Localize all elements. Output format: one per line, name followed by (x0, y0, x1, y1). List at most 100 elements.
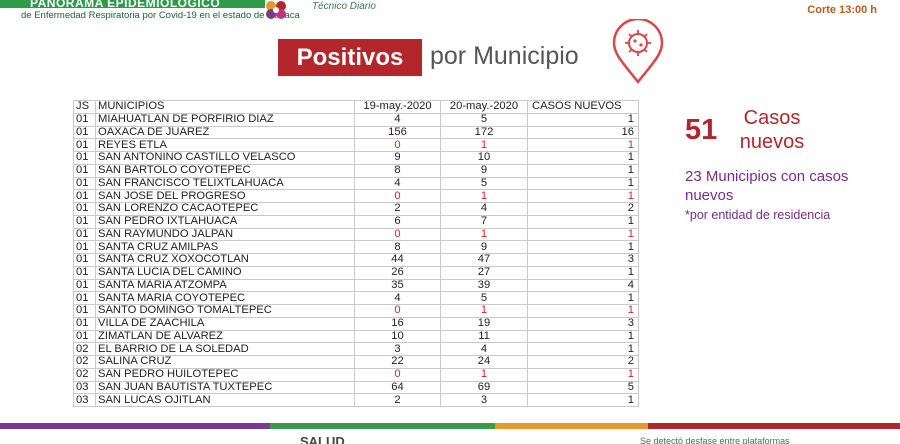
table-row: 01 SANTA CRUZ AMILPAS 8 9 1 (73, 240, 639, 254)
cell-date1: 3 (354, 342, 441, 356)
cell-date1: 22 (354, 355, 441, 369)
table-row: 01 SAN ANTONINO CASTILLO VELASCO 9 10 1 (73, 151, 639, 165)
cell-date2: 9 (440, 163, 528, 178)
cell-casos-nuevos: 1 (527, 367, 639, 382)
table-body: 01 MIAHUATLAN DE PORFIRIO DIAZ 4 5 1 01 OAXACA… (73, 112, 639, 407)
virus-location-pin-icon (612, 19, 664, 85)
cell-casos-nuevos: 1 (527, 329, 639, 344)
cell-js: 01 (73, 227, 96, 242)
cell-js: 01 (73, 112, 96, 127)
cell-municipio: SAN FRANCISCO TELIXTLAHUACA (95, 176, 355, 191)
cell-municipio: SANTA LUCIA DEL CAMINO (95, 265, 355, 280)
table-row: 01 SAN PEDRO IXTLAHUACA 6 7 1 (73, 214, 639, 229)
cell-casos-nuevos: 1 (527, 138, 639, 152)
cell-js: 01 (73, 240, 96, 254)
cell-casos-nuevos: 5 (527, 380, 639, 395)
cell-date1: 4 (354, 112, 441, 127)
cell-js: 01 (73, 265, 96, 280)
cell-date2: 19 (440, 316, 528, 331)
new-cases-count: 51 (685, 114, 718, 146)
table-row: 01 SAN JOSE DEL PROGRESO 0 1 1 (73, 189, 639, 203)
cell-municipio: SANTO DOMINGO TOMALTEPEC (95, 304, 355, 318)
cell-date2: 1 (440, 304, 528, 318)
col-header-js: JS (73, 100, 96, 114)
cell-js: 01 (73, 253, 96, 267)
cell-date2: 1 (440, 227, 528, 242)
cell-casos-nuevos: 1 (527, 151, 639, 165)
header-subtitle: de Enfermedad Respiratoria por Covid-19 … (21, 10, 300, 21)
cell-date1: 9 (354, 151, 441, 165)
cell-municipio: SANTA MARIA COYOTEPEC (95, 291, 355, 305)
cell-municipio: ZIMATLAN DE ALVAREZ (95, 329, 355, 344)
header-caption: Técnico Diario (312, 1, 376, 12)
col-header-casos-nuevos: CASOS NUEVOS (527, 100, 639, 114)
table-row: 02 SAN PEDRO HUILOTEPEC 0 1 1 (73, 367, 639, 382)
cell-casos-nuevos: 1 (527, 342, 639, 356)
header-banner (0, 0, 265, 8)
municipios-summary: 23 Municipios con casos nuevos (685, 168, 849, 204)
table-row: 01 SANTA MARIA COYOTEPEC 4 5 1 (73, 291, 639, 305)
cell-date1: 4 (354, 176, 441, 191)
table-row: 01 SANTA CRUZ XOXOCOTLAN 44 47 3 (73, 253, 639, 267)
cell-date1: 6 (354, 214, 441, 229)
cell-date2: 4 (440, 342, 528, 356)
cell-date2: 39 (440, 278, 528, 293)
cell-date2: 1 (440, 367, 528, 382)
footer-color-bar (0, 423, 900, 429)
cell-date1: 26 (354, 265, 441, 280)
corte-time: Corte 13:00 h (807, 4, 877, 16)
cell-date2: 5 (440, 176, 528, 191)
cell-js: 01 (73, 151, 96, 165)
cell-date1: 4 (354, 291, 441, 305)
cell-js: 01 (73, 176, 96, 191)
cell-date1: 2 (354, 202, 441, 216)
cell-js: 01 (73, 278, 96, 293)
cell-date2: 9 (440, 240, 528, 254)
cell-date1: 0 (354, 304, 441, 318)
cell-casos-nuevos: 2 (527, 355, 639, 369)
footer-salud-logo: SALUD (300, 434, 345, 444)
positivos-table: JS MUNICIPIOS 19-may.-2020 20-may.-2020 … (73, 100, 639, 407)
cell-casos-nuevos: 1 (527, 112, 639, 127)
cell-date2: 4 (440, 202, 528, 216)
cell-casos-nuevos: 1 (527, 189, 639, 203)
cell-js: 01 (73, 214, 96, 229)
cell-municipio: SAN PEDRO HUILOTEPEC (95, 367, 355, 382)
cell-municipio: SALINA CRUZ (95, 355, 355, 369)
cell-casos-nuevos: 3 (527, 316, 639, 331)
cell-municipio: OAXACA DE JUAREZ (95, 125, 355, 140)
table-row: 01 SAN FRANCISCO TELIXTLAHUACA 4 5 1 (73, 176, 639, 191)
table-row: 03 SAN LUCAS OJITLAN 2 3 1 (73, 393, 639, 407)
cell-date2: 27 (440, 265, 528, 280)
cell-date2: 5 (440, 291, 528, 305)
cell-municipio: SAN PEDRO IXTLAHUACA (95, 214, 355, 229)
cell-date1: 2 (354, 393, 441, 407)
cell-casos-nuevos: 3 (527, 253, 639, 267)
cell-date1: 10 (354, 329, 441, 344)
cell-casos-nuevos: 4 (527, 278, 639, 293)
cell-date1: 0 (354, 138, 441, 152)
cell-municipio: MIAHUATLAN DE PORFIRIO DIAZ (95, 112, 355, 127)
cell-js: 01 (73, 316, 96, 331)
cell-date1: 35 (354, 278, 441, 293)
cell-casos-nuevos: 1 (527, 163, 639, 178)
cell-js: 02 (73, 355, 96, 369)
table-row: 01 SAN BARTOLO COYOTEPEC 8 9 1 (73, 163, 639, 178)
cell-municipio: SANTA MARIA ATZOMPA (95, 278, 355, 293)
table-row: 01 SAN LORENZO CACAOTEPEC 2 4 2 (73, 202, 639, 216)
cell-date2: 47 (440, 253, 528, 267)
col-header-date1: 19-may.-2020 (354, 100, 441, 114)
cell-date2: 3 (440, 393, 528, 407)
cell-js: 01 (73, 304, 96, 318)
cell-date1: 44 (354, 253, 441, 267)
table-row: 03 SAN JUAN BAUTISTA TUXTEPEC 64 69 5 (73, 380, 639, 395)
cell-municipio: SAN BARTOLO COYOTEPEC (95, 163, 355, 178)
cell-date2: 5 (440, 112, 528, 127)
table-row: 01 SANTA MARIA ATZOMPA 35 39 4 (73, 278, 639, 293)
cell-js: 03 (73, 380, 96, 395)
cell-js: 02 (73, 342, 96, 356)
cell-date2: 69 (440, 380, 528, 395)
cell-casos-nuevos: 1 (527, 240, 639, 254)
cell-casos-nuevos: 1 (527, 304, 639, 318)
cell-js: 01 (73, 202, 96, 216)
